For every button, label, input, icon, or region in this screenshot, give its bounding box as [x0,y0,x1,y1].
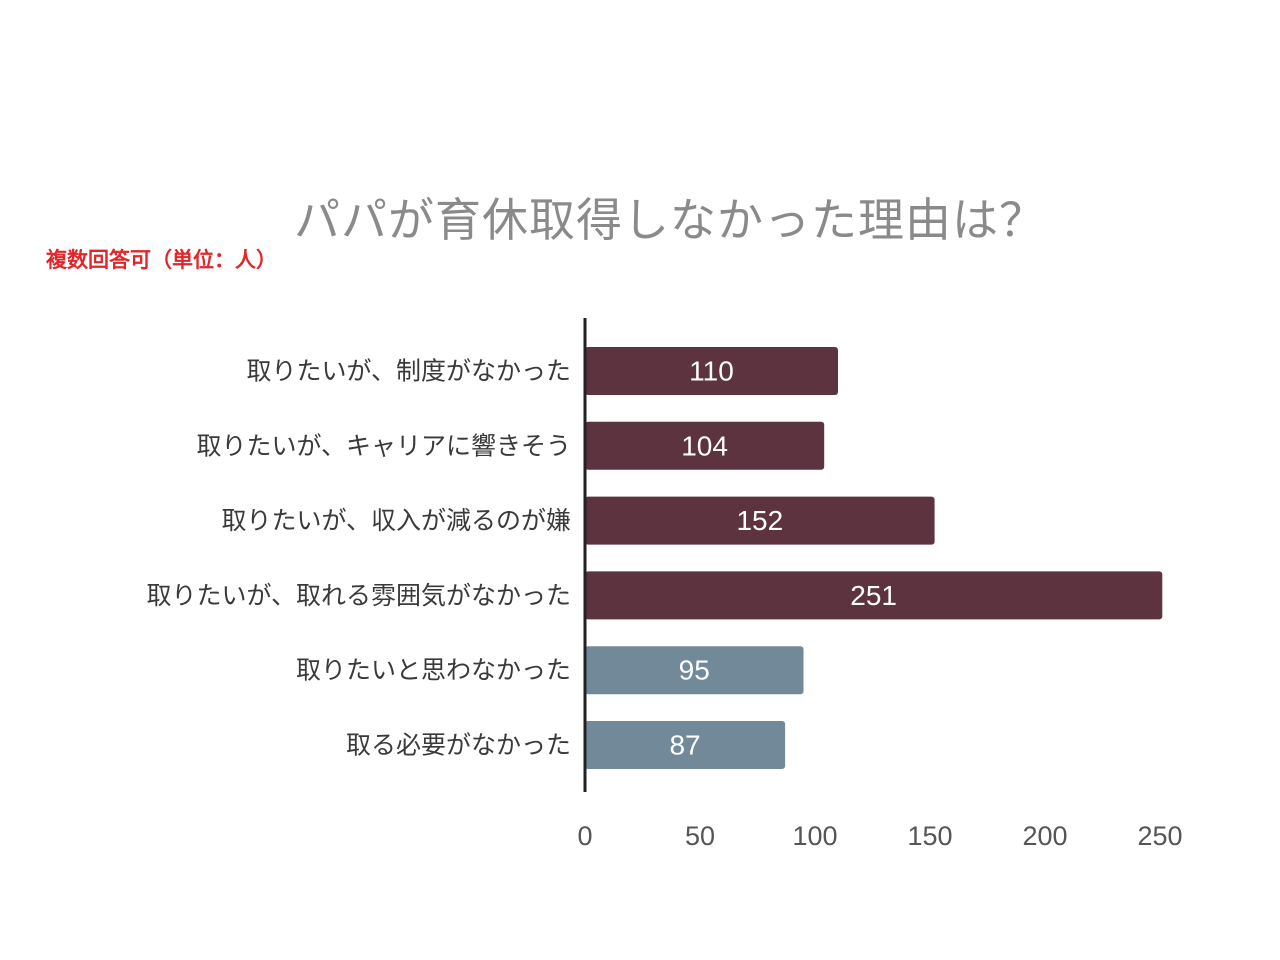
bar [585,347,838,395]
x-tick-label: 100 [792,821,837,851]
x-tick-label: 0 [577,821,592,851]
bar [585,721,786,769]
bar-value-label: 110 [689,356,734,387]
bar-value-label: 95 [679,655,710,686]
x-tick-label: 150 [907,821,952,851]
category-label: 取りたいが、制度がなかった [246,357,571,386]
x-tick-label: 50 [685,821,715,851]
bar [585,646,804,695]
category-label: 取りたいが、収入が減るのが嫌 [221,506,571,535]
bar-value-label: 87 [669,730,700,761]
bar-value-label: 251 [850,580,897,611]
chart-title: パパが育休取得しなかった理由は？ [294,193,1046,247]
bar [585,496,935,545]
x-tick-label: 250 [1137,821,1182,851]
bar [585,421,825,470]
bar-value-label: 152 [736,505,783,536]
chart-subtitle: 複数回答可（単位：人） [46,248,277,272]
bar-value-label: 104 [681,430,728,461]
x-tick-label: 200 [1022,821,1067,851]
category-label: 取りたいが、取れる雰囲気がなかった [146,581,571,610]
category-label: 取る必要がなかった [346,731,571,760]
bar [585,571,1163,620]
category-label: 取りたいが、キャリアに響きそう [196,431,571,460]
category-label: 取りたいと思わなかった [296,656,571,685]
